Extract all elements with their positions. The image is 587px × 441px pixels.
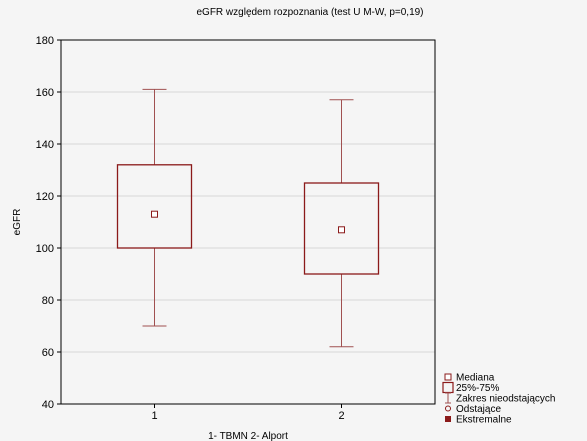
y-tick-label: 160 xyxy=(36,87,54,99)
chart-title: eGFR względem rozpoznania (test U M-W, p… xyxy=(196,7,423,18)
legend-label: Mediana xyxy=(456,373,495,384)
legend-entry: Odstające xyxy=(445,404,501,415)
legend-median-symbol xyxy=(444,373,452,381)
plot-frame xyxy=(60,39,436,405)
box-group-1 xyxy=(116,88,193,327)
box-series xyxy=(116,88,380,348)
median-marker xyxy=(338,226,345,234)
x-axis-label: 1- TBMN 2- Alport xyxy=(208,431,288,441)
y-tick-label: 180 xyxy=(36,35,54,47)
x-tick-label: 2 xyxy=(338,410,344,422)
iqr-box xyxy=(303,182,380,275)
legend-outlier-symbol xyxy=(445,405,451,412)
legend-label: Zakres nieodstających xyxy=(456,394,556,405)
y-tick-label: 100 xyxy=(36,243,54,255)
y-axis-label: eGFR xyxy=(12,209,23,236)
y-axis-ticks: 40 60 80 100 120 140 160 180 xyxy=(36,35,61,411)
y-tick-label: 40 xyxy=(42,399,54,411)
y-tick-label: 120 xyxy=(36,191,54,203)
median-marker xyxy=(151,210,158,218)
legend-extreme-symbol xyxy=(445,416,451,422)
legend-label: 25%-75% xyxy=(456,383,499,394)
legend-label: Odstające xyxy=(456,404,501,415)
legend-label: Ekstremalne xyxy=(456,415,512,426)
box-group-2 xyxy=(303,99,380,348)
y-tick-label: 60 xyxy=(42,347,54,359)
iqr-box xyxy=(116,164,193,249)
legend-entry: Zakres nieodstających xyxy=(445,392,556,405)
x-tick-label: 1 xyxy=(151,410,157,422)
y-tick-label: 140 xyxy=(36,139,54,151)
y-tick-label: 80 xyxy=(42,295,54,307)
legend-entry: Ekstremalne xyxy=(445,415,512,426)
legend-entry: Mediana xyxy=(444,373,495,384)
